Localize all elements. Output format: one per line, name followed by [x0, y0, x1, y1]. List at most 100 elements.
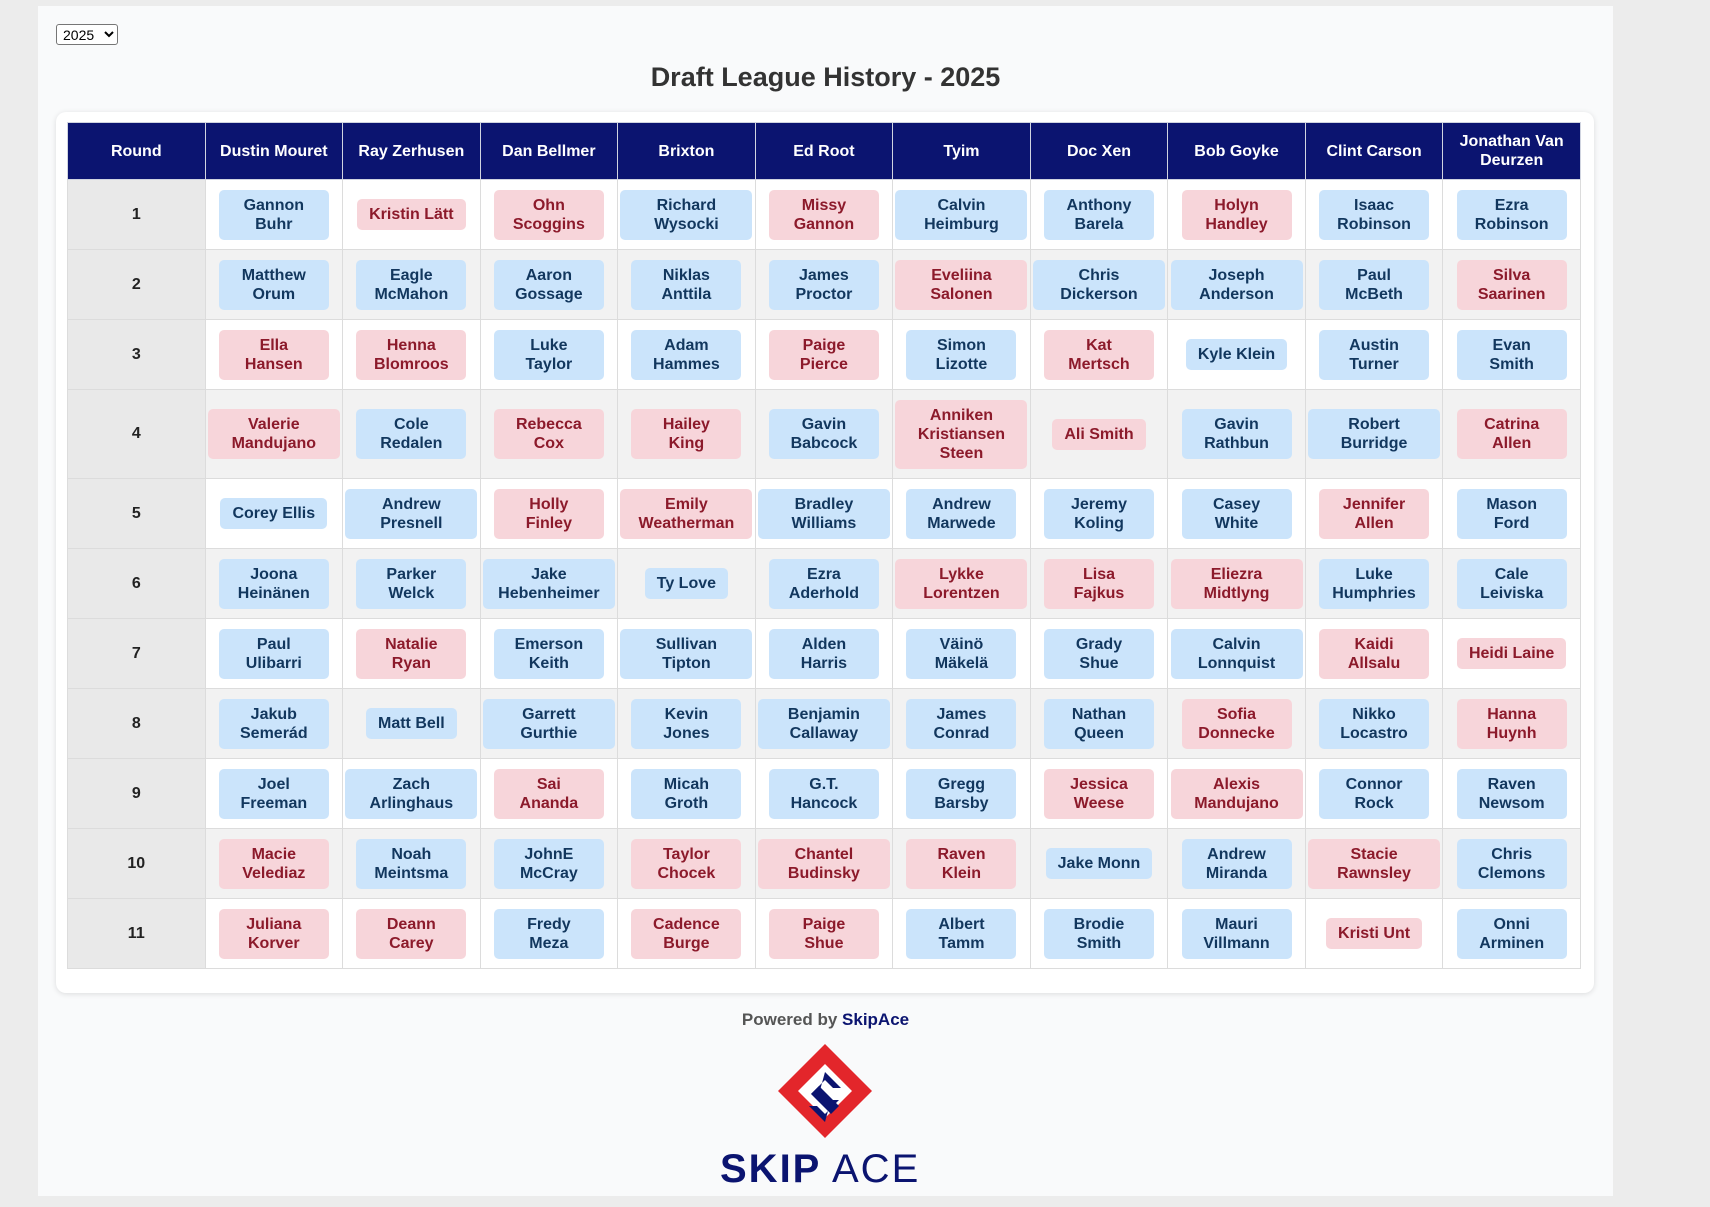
- pick-cell: Matthew Orum: [204, 249, 344, 320]
- pick-cell: Isaac Robinson: [1304, 179, 1444, 250]
- player-pick: Matt Bell: [365, 708, 457, 739]
- column-header-team: Tyim: [892, 122, 1031, 180]
- pick-cell: Mauri Villmann: [1167, 898, 1306, 969]
- player-pick: Juliana Korver: [218, 908, 329, 959]
- player-pick: Luke Humphries: [1319, 558, 1430, 609]
- player-pick: Bradley Williams: [757, 488, 890, 539]
- pick-cell: Stacie Rawnsley: [1304, 828, 1444, 899]
- pick-cell: Connor Rock: [1304, 758, 1444, 829]
- pick-cell: JohnE McCray: [479, 828, 619, 899]
- round-number: 10: [67, 828, 206, 899]
- pick-cell: Richard Wysocki: [617, 179, 756, 250]
- brand-link[interactable]: SkipAce: [842, 1010, 910, 1029]
- pick-cell: Kristi Unt: [1304, 898, 1444, 969]
- pick-cell: Emerson Keith: [479, 618, 619, 689]
- page-title: Draft League History - 2025: [650, 62, 1001, 92]
- table-row: 7 Paul Ulibarri Natalie Ryan Emerson Keith S…: [67, 618, 1581, 689]
- pick-cell: Hanna Huynh: [1442, 688, 1581, 759]
- player-pick: Silva Saarinen: [1456, 259, 1567, 310]
- pick-cell: Mason Ford: [1442, 478, 1581, 549]
- round-number: 6: [67, 548, 206, 619]
- pick-cell: Rebecca Cox: [479, 389, 619, 479]
- pick-cell: Nikko Locastro: [1304, 688, 1444, 759]
- powered-by-text: Powered by SkipAce: [38, 1010, 1613, 1030]
- player-pick: Hanna Huynh: [1456, 698, 1567, 749]
- pick-cell: Jakub Semerád: [204, 688, 344, 759]
- player-pick: Luke Taylor: [493, 329, 604, 380]
- player-pick: Connor Rock: [1319, 768, 1430, 819]
- player-pick: G.T. Hancock: [768, 768, 879, 819]
- player-pick: Simon Lizotte: [906, 329, 1017, 380]
- player-pick: Joona Heinänen: [218, 558, 329, 609]
- round-number: 1: [67, 179, 206, 250]
- player-pick: Sullivan Tipton: [620, 628, 753, 679]
- player-pick: Natalie Ryan: [356, 628, 467, 679]
- pick-cell: Taylor Chocek: [617, 828, 756, 899]
- pick-cell: Jennifer Allen: [1304, 478, 1444, 549]
- player-pick: Missy Gannon: [768, 189, 879, 240]
- player-pick: Matthew Orum: [218, 259, 329, 310]
- player-pick: Ty Love: [644, 568, 729, 599]
- pick-cell: Jake Monn: [1029, 828, 1169, 899]
- pick-cell: Micah Groth: [617, 758, 756, 829]
- pick-cell: Lykke Lorentzen: [892, 548, 1031, 619]
- pick-cell: Garrett Gurthie: [479, 688, 619, 759]
- player-pick: Aaron Gossage: [493, 259, 604, 310]
- player-pick: Chris Dickerson: [1032, 259, 1165, 310]
- player-pick: Paul McBeth: [1319, 259, 1430, 310]
- pick-cell: Noah Meintsma: [342, 828, 481, 899]
- player-pick: Garrett Gurthie: [482, 698, 615, 749]
- player-pick: Parker Welck: [356, 558, 467, 609]
- player-pick: Benjamin Callaway: [757, 698, 890, 749]
- player-pick: Kyle Klein: [1185, 339, 1288, 370]
- player-pick: Anthony Barela: [1043, 189, 1154, 240]
- player-pick: Brodie Smith: [1043, 908, 1154, 959]
- pick-cell: Sai Ananda: [479, 758, 619, 829]
- round-number: 5: [67, 478, 206, 549]
- player-pick: Sofia Donnecke: [1181, 698, 1292, 749]
- round-number: 4: [67, 389, 206, 479]
- year-select[interactable]: 2025: [56, 24, 118, 45]
- player-pick: Joel Freeman: [218, 768, 329, 819]
- player-pick: Cale Leiviska: [1456, 558, 1567, 609]
- player-pick: Zach Arlinghaus: [345, 768, 478, 819]
- player-pick: Jessica Weese: [1043, 768, 1154, 819]
- column-header-team: Doc Xen: [1029, 122, 1169, 180]
- player-pick: Fredy Meza: [493, 908, 604, 959]
- pick-cell: Jeremy Koling: [1029, 478, 1169, 549]
- player-pick: Andrew Miranda: [1181, 838, 1292, 889]
- pick-cell: Joona Heinänen: [204, 548, 344, 619]
- column-header-team: Ed Root: [754, 122, 894, 180]
- pick-cell: Missy Gannon: [754, 179, 894, 250]
- pick-cell: Jake Hebenheimer: [479, 548, 619, 619]
- pick-cell: Adam Hammes: [617, 319, 756, 390]
- pick-cell: James Proctor: [754, 249, 894, 320]
- pick-cell: Andrew Miranda: [1167, 828, 1306, 899]
- pick-cell: Gregg Barsby: [892, 758, 1031, 829]
- player-pick: Mason Ford: [1456, 488, 1567, 539]
- player-pick: Ohn Scoggins: [493, 189, 604, 240]
- player-pick: Onni Arminen: [1456, 908, 1567, 959]
- pick-cell: Alexis Mandujano: [1167, 758, 1306, 829]
- player-pick: Alden Harris: [768, 628, 879, 679]
- pick-cell: Kyle Klein: [1167, 319, 1306, 390]
- player-pick: Gregg Barsby: [906, 768, 1017, 819]
- pick-cell: Grady Shue: [1029, 618, 1169, 689]
- pick-cell: Ezra Aderhold: [754, 548, 894, 619]
- player-pick: Grady Shue: [1043, 628, 1154, 679]
- pick-cell: Holly Finley: [479, 478, 619, 549]
- pick-cell: Ezra Robinson: [1442, 179, 1581, 250]
- player-pick: Nathan Queen: [1043, 698, 1154, 749]
- player-pick: Paige Shue: [768, 908, 879, 959]
- pick-cell: G.T. Hancock: [754, 758, 894, 829]
- player-pick: Casey White: [1181, 488, 1292, 539]
- round-number: 3: [67, 319, 206, 390]
- column-header-team: Jonathan Van Deurzen: [1442, 122, 1581, 180]
- player-pick: Eliezra Midtlyng: [1170, 558, 1303, 609]
- player-pick: Kaidi Allsalu: [1319, 628, 1430, 679]
- pick-cell: Andrew Marwede: [892, 478, 1031, 549]
- pick-cell: Ty Love: [617, 548, 756, 619]
- pick-cell: Gannon Buhr: [204, 179, 344, 250]
- player-pick: Austin Turner: [1319, 329, 1430, 380]
- column-header-team: Dustin Mouret: [204, 122, 344, 180]
